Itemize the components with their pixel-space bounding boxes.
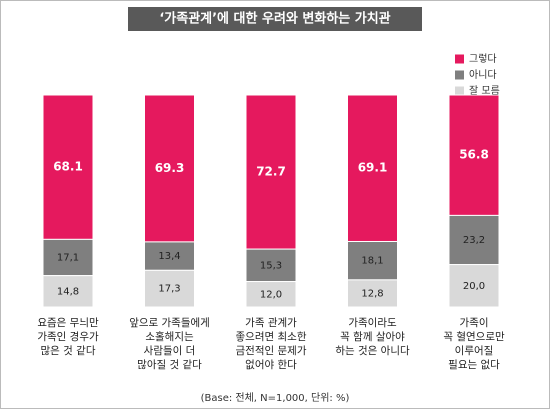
value-label: 23,2 xyxy=(463,235,485,246)
category-label: 꼭 혈연으로만 xyxy=(443,330,505,343)
footnote: (Base: 전체, N=1,000, 단위: %) xyxy=(201,391,350,404)
value-label: 72.7 xyxy=(256,165,286,179)
value-label: 69.3 xyxy=(155,161,185,175)
legend-swatch xyxy=(455,86,464,96)
bar-segment xyxy=(448,94,500,216)
bar-segment xyxy=(448,214,500,266)
bar-segment xyxy=(42,94,94,240)
category-label: 가족이 xyxy=(460,317,489,329)
value-label: 17,3 xyxy=(158,284,180,295)
legend-label: 그렇다 xyxy=(469,52,497,65)
value-label: 17,1 xyxy=(57,252,79,263)
value-label: 15,3 xyxy=(260,260,282,271)
bar-segment xyxy=(347,279,398,308)
value-label: 68.1 xyxy=(53,160,83,174)
category-label: 가족 관계가 xyxy=(245,317,297,329)
bar-segment xyxy=(245,281,297,308)
value-label: 14,8 xyxy=(57,286,79,297)
value-label: 56.8 xyxy=(459,148,489,162)
bar-segment xyxy=(144,269,195,308)
category-label: 많은 것 같다 xyxy=(41,345,96,357)
title-box xyxy=(128,7,422,31)
legend-swatch xyxy=(455,70,464,80)
category-label: 많아질 것 같다 xyxy=(137,359,202,371)
legend-label: 잘 모름 xyxy=(469,85,500,97)
category-label: 좋으려면 최소한 xyxy=(236,331,307,343)
category-label: 없어야 한다 xyxy=(245,358,297,371)
legend-swatch xyxy=(455,54,464,64)
category-label: 이루어질 xyxy=(455,345,494,357)
category-label: 꼭 함께 살아야 xyxy=(340,330,405,343)
value-label: 12,0 xyxy=(260,289,282,300)
category-label: 금전적인 문제가 xyxy=(236,345,307,357)
category-label: 가족인 경우가 xyxy=(37,330,99,343)
bar-segment xyxy=(347,94,398,242)
category-label: 사람들이 더 xyxy=(144,344,196,357)
value-label: 12,8 xyxy=(361,288,383,299)
category-label: 요즘은 무늬만 xyxy=(37,317,99,329)
legend-label: 아니다 xyxy=(469,69,497,81)
bar-segment xyxy=(347,240,398,281)
bar-segment xyxy=(245,94,297,250)
value-label: 69.1 xyxy=(358,161,388,175)
bar-segment xyxy=(448,264,500,308)
value-label: 13,4 xyxy=(158,251,180,262)
category-label: 소홀해지는 xyxy=(145,330,194,343)
chart-title: ‘가족관계’에 대한 우려와 변화하는 가치관 xyxy=(159,11,390,27)
bar-segment xyxy=(42,275,94,308)
bar-segment xyxy=(245,248,297,283)
category-label: 가족이라도 xyxy=(348,317,397,329)
value-label: 18,1 xyxy=(361,256,383,267)
category-label: 하는 것은 아니다 xyxy=(335,344,410,357)
category-label: 필요는 없다 xyxy=(448,358,500,371)
value-label: 20,0 xyxy=(463,281,485,292)
category-label: 앞으로 가족들에게 xyxy=(129,317,210,329)
